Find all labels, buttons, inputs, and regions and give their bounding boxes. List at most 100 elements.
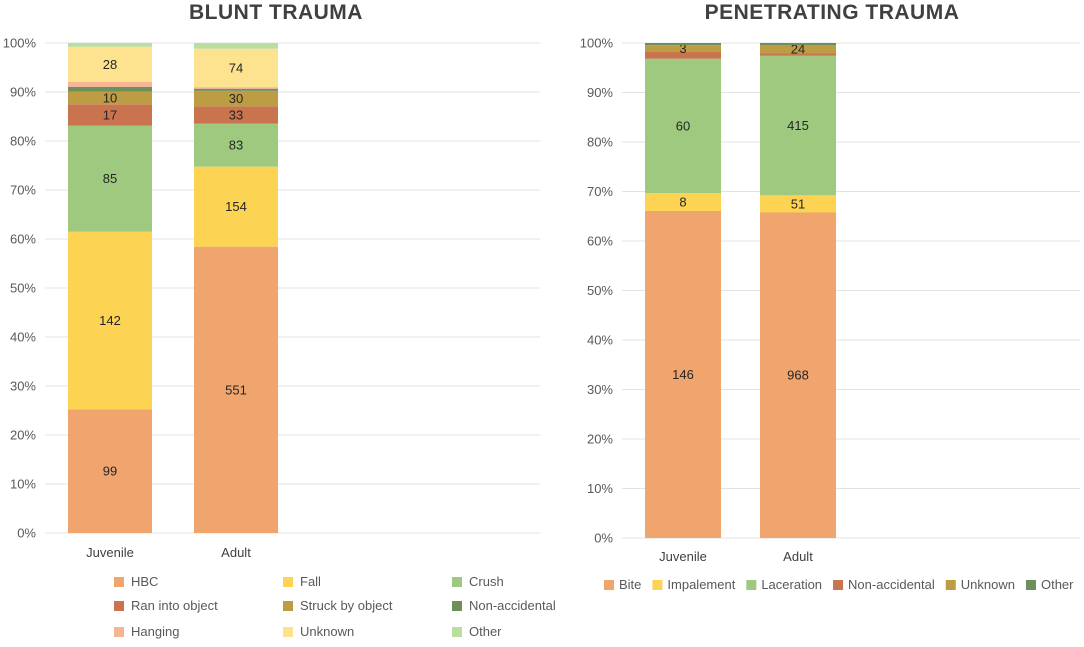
penetrating-bar-juvenile-other bbox=[645, 43, 721, 46]
penetrating-bar-adult-laceration-label: 415 bbox=[787, 118, 809, 133]
blunt-bar-juvenile-non-accidental bbox=[68, 86, 152, 92]
blunt-legend-label-ran-into-object: Ran into object bbox=[131, 598, 218, 613]
blunt-bar-adult-struck-by-object-label: 30 bbox=[229, 91, 243, 106]
blunt-legend-swatch-other bbox=[452, 627, 462, 637]
penetrating-bar-adult-unknown-label: 24 bbox=[791, 42, 805, 57]
blunt-bar-adult-crush bbox=[194, 123, 278, 167]
penetrating-legend-swatch-laceration bbox=[746, 580, 757, 590]
penetrating-bar-juvenile-laceration bbox=[645, 58, 721, 194]
blunt-legend-label-hanging: Hanging bbox=[131, 624, 179, 639]
penetrating-legend-label-unknown: Unknown bbox=[961, 577, 1015, 592]
penetrating-bar-adult-other bbox=[760, 43, 836, 46]
blunt-legend-swatch-crush bbox=[452, 577, 462, 587]
penetrating-legend-label-impalement: Impalement bbox=[667, 577, 735, 592]
blunt-bar-juvenile-hanging bbox=[68, 81, 152, 87]
blunt-bar-adult-hbc bbox=[194, 246, 278, 533]
blunt-bar-juvenile-ran-into-object-label: 17 bbox=[103, 107, 117, 122]
blunt-legend-label-fall: Fall bbox=[300, 574, 321, 589]
penetrating-y-tick-label-5: 50% bbox=[587, 283, 613, 298]
penetrating-legend-label-other: Other bbox=[1041, 577, 1074, 592]
penetrating-bar-juvenile-unknown bbox=[645, 45, 721, 52]
blunt-y-tick-label-4: 40% bbox=[10, 330, 36, 345]
blunt-bar-juvenile-struck-by-object-label: 10 bbox=[103, 91, 117, 106]
penetrating-chart-title: PENETRATING TRAUMA bbox=[705, 1, 960, 24]
penetrating-legend-swatch-bite bbox=[604, 580, 614, 590]
penetrating-legend-label-non-accidental: Non-accidental bbox=[848, 577, 935, 592]
blunt-bar-adult-non-accidental bbox=[194, 88, 278, 91]
blunt-legend-swatch-ran-into-object bbox=[114, 601, 124, 611]
blunt-bar-juvenile-fall bbox=[68, 231, 152, 410]
blunt-legend-swatch-non-accidental bbox=[452, 601, 462, 611]
blunt-bar-adult-other bbox=[194, 43, 278, 49]
blunt-y-tick-label-7: 70% bbox=[10, 183, 36, 198]
blunt-bar-juvenile-hbc bbox=[68, 409, 152, 533]
blunt-bar-juvenile-struck-by-object bbox=[68, 91, 152, 105]
penetrating-y-tick-label-8: 80% bbox=[587, 135, 613, 150]
penetrating-category-label-juvenile: Juvenile bbox=[659, 549, 707, 564]
penetrating-y-tick-label-1: 10% bbox=[587, 481, 613, 496]
blunt-bar-adult-ran-into-object bbox=[194, 106, 278, 124]
blunt-y-tick-label-10: 100% bbox=[3, 36, 37, 51]
blunt-bar-adult-crush-label: 83 bbox=[229, 138, 243, 153]
blunt-legend-label-non-accidental: Non-accidental bbox=[469, 598, 556, 613]
blunt-bar-juvenile-unknown-label: 28 bbox=[103, 57, 117, 72]
penetrating-legend-swatch-other bbox=[1025, 580, 1036, 590]
blunt-bar-juvenile-crush-label: 85 bbox=[103, 171, 117, 186]
blunt-bar-juvenile-ran-into-object bbox=[68, 104, 152, 126]
penetrating-y-tick-label-3: 30% bbox=[587, 382, 613, 397]
blunt-bar-adult-ran-into-object-label: 33 bbox=[229, 107, 243, 122]
penetrating-y-tick-label-6: 60% bbox=[587, 234, 613, 249]
penetrating-bar-adult-non-accidental bbox=[760, 53, 836, 56]
blunt-bar-juvenile-hbc-label: 99 bbox=[103, 464, 117, 479]
penetrating-legend-swatch-unknown bbox=[945, 580, 956, 590]
penetrating-category-label-adult: Adult bbox=[783, 549, 813, 564]
blunt-bar-adult-fall bbox=[194, 166, 278, 247]
blunt-bar-juvenile-unknown bbox=[68, 46, 152, 82]
blunt-y-tick-label-8: 80% bbox=[10, 134, 36, 149]
blunt-legend-label-crush: Crush bbox=[469, 574, 504, 589]
penetrating-legend-swatch-non-accidental bbox=[833, 580, 844, 590]
penetrating-bar-juvenile-impalement-label: 8 bbox=[679, 195, 686, 210]
blunt-y-tick-label-0: 0% bbox=[17, 526, 36, 541]
penetrating-legend-label-laceration: Laceration bbox=[761, 577, 822, 592]
blunt-bar-adult-hbc-label: 551 bbox=[225, 382, 247, 397]
blunt-legend-swatch-hbc bbox=[114, 577, 124, 587]
penetrating-bar-juvenile-impalement bbox=[645, 193, 721, 211]
penetrating-bar-juvenile-bite bbox=[645, 210, 721, 538]
penetrating-y-tick-label-2: 20% bbox=[587, 432, 613, 447]
blunt-chart-title: BLUNT TRAUMA bbox=[189, 1, 363, 24]
blunt-y-tick-label-6: 60% bbox=[10, 232, 36, 247]
blunt-legend-label-hbc: HBC bbox=[131, 574, 158, 589]
penetrating-bar-juvenile-unknown-label: 3 bbox=[679, 41, 686, 56]
blunt-y-tick-label-3: 30% bbox=[10, 379, 36, 394]
penetrating-bar-adult-impalement bbox=[760, 195, 836, 213]
penetrating-bar-adult-unknown bbox=[760, 45, 836, 54]
blunt-legend-label-struck-by-object: Struck by object bbox=[300, 598, 393, 613]
blunt-bar-adult-unknown bbox=[194, 48, 278, 88]
penetrating-y-tick-label-4: 40% bbox=[587, 333, 613, 348]
blunt-bar-adult-struck-by-object bbox=[194, 90, 278, 107]
penetrating-bar-juvenile-bite-label: 146 bbox=[672, 367, 694, 382]
penetrating-y-tick-label-9: 90% bbox=[587, 85, 613, 100]
blunt-category-label-adult: Adult bbox=[221, 545, 251, 560]
blunt-bar-adult-hanging bbox=[194, 87, 278, 89]
blunt-legend-label-unknown: Unknown bbox=[300, 624, 354, 639]
blunt-bar-juvenile-fall-label: 142 bbox=[99, 313, 121, 328]
penetrating-y-tick-label-10: 100% bbox=[580, 36, 614, 51]
blunt-legend-swatch-struck-by-object bbox=[283, 601, 293, 611]
penetrating-legend-swatch-impalement bbox=[652, 580, 663, 590]
blunt-y-tick-label-9: 90% bbox=[10, 85, 36, 100]
blunt-y-tick-label-5: 50% bbox=[10, 281, 36, 296]
penetrating-bar-juvenile-non-accidental bbox=[645, 51, 721, 59]
penetrating-bar-adult-laceration bbox=[760, 55, 836, 196]
blunt-bar-juvenile-crush bbox=[68, 125, 152, 232]
penetrating-bar-adult-impalement-label: 51 bbox=[791, 196, 805, 211]
blunt-category-label-juvenile: Juvenile bbox=[86, 545, 134, 560]
blunt-legend-swatch-unknown bbox=[283, 627, 293, 637]
penetrating-y-tick-label-7: 70% bbox=[587, 184, 613, 199]
penetrating-bar-juvenile-laceration-label: 60 bbox=[676, 118, 690, 133]
blunt-legend-swatch-hanging bbox=[114, 627, 124, 637]
penetrating-legend-label-bite: Bite bbox=[619, 577, 641, 592]
